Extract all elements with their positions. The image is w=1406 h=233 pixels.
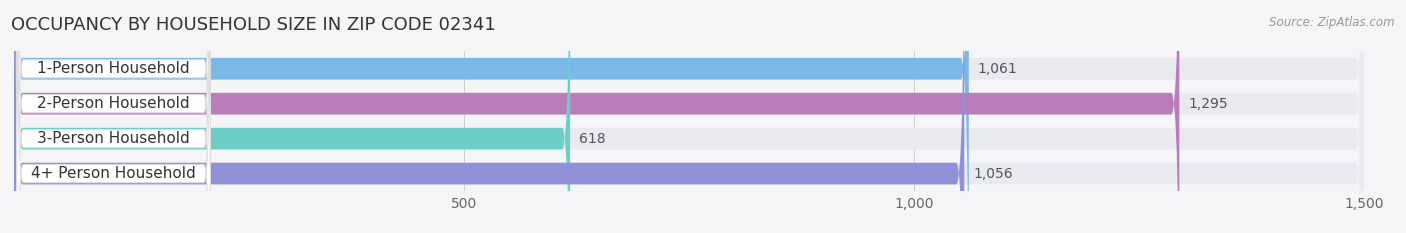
Text: Source: ZipAtlas.com: Source: ZipAtlas.com — [1270, 16, 1395, 29]
FancyBboxPatch shape — [14, 0, 1364, 233]
Text: 618: 618 — [579, 132, 606, 146]
FancyBboxPatch shape — [14, 0, 1364, 233]
Text: 1,061: 1,061 — [977, 62, 1018, 76]
FancyBboxPatch shape — [17, 0, 211, 233]
FancyBboxPatch shape — [17, 0, 211, 233]
FancyBboxPatch shape — [14, 0, 571, 233]
FancyBboxPatch shape — [14, 0, 965, 233]
Text: 4+ Person Household: 4+ Person Household — [31, 166, 195, 181]
Text: 1,056: 1,056 — [973, 167, 1012, 181]
Text: OCCUPANCY BY HOUSEHOLD SIZE IN ZIP CODE 02341: OCCUPANCY BY HOUSEHOLD SIZE IN ZIP CODE … — [11, 16, 496, 34]
FancyBboxPatch shape — [17, 0, 211, 233]
Text: 1-Person Household: 1-Person Household — [37, 61, 190, 76]
Text: 3-Person Household: 3-Person Household — [37, 131, 190, 146]
Text: 1,295: 1,295 — [1188, 97, 1227, 111]
Text: 2-Person Household: 2-Person Household — [37, 96, 190, 111]
FancyBboxPatch shape — [14, 0, 969, 233]
FancyBboxPatch shape — [14, 0, 1364, 233]
FancyBboxPatch shape — [17, 0, 211, 233]
FancyBboxPatch shape — [14, 0, 1180, 233]
FancyBboxPatch shape — [14, 0, 1364, 233]
